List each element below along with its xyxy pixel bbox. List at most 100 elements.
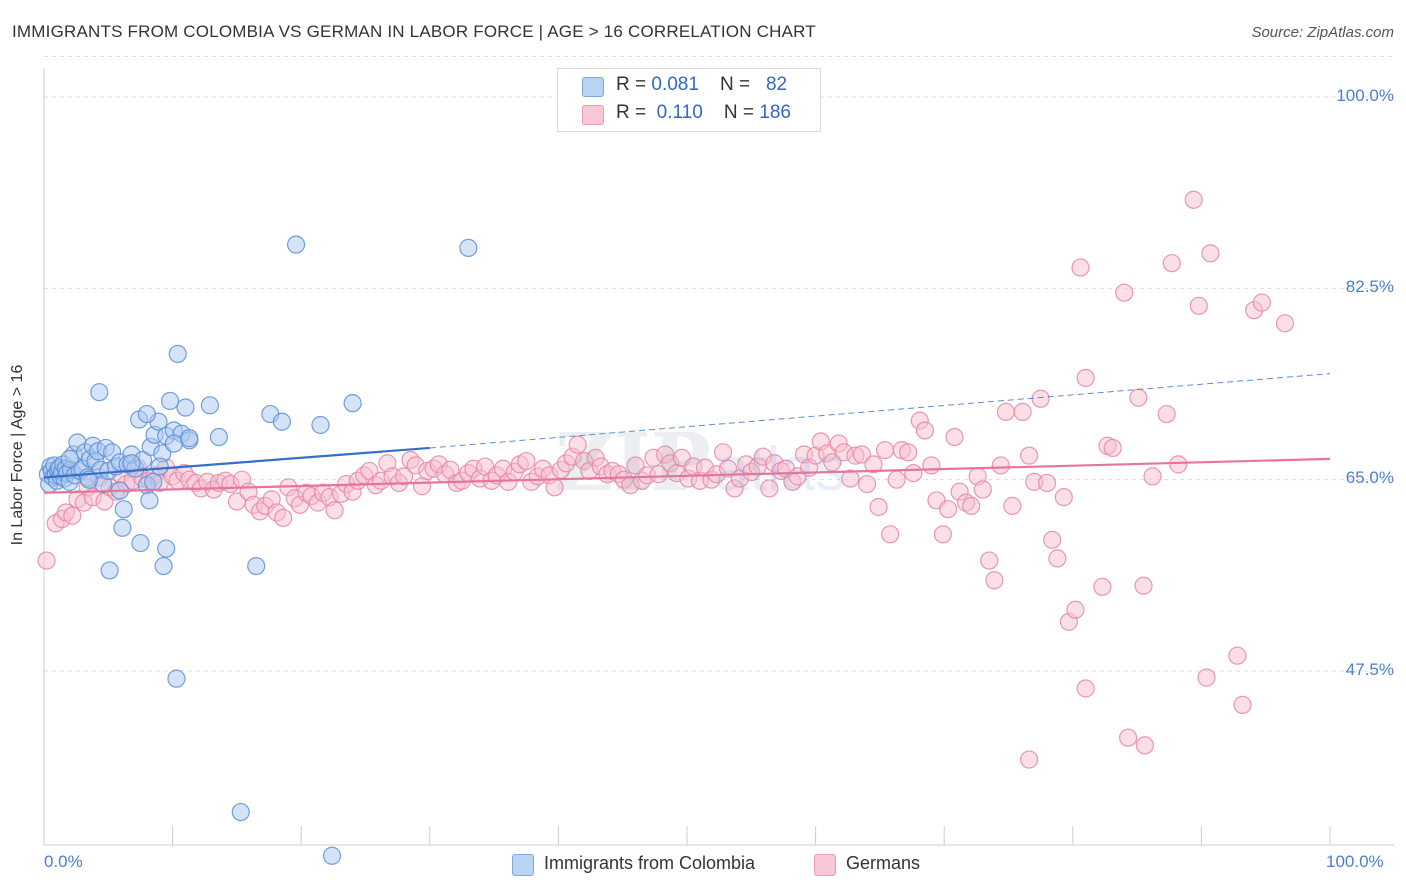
germans-point xyxy=(1093,577,1112,596)
gridlines xyxy=(44,56,1394,672)
germans-point xyxy=(1162,254,1181,273)
germans-point xyxy=(1013,402,1032,421)
germans-point xyxy=(760,479,779,498)
germans-point xyxy=(1275,314,1295,333)
germans-point xyxy=(568,435,587,454)
colombia-point xyxy=(131,533,150,553)
colombia-trend-line xyxy=(43,446,430,479)
germans-point xyxy=(945,427,964,447)
colombia-point xyxy=(100,561,119,580)
y-axis-label: In Labor Force | Age > 16 xyxy=(9,364,26,546)
germans-point xyxy=(938,500,958,519)
germans-point xyxy=(649,465,668,484)
germans-point xyxy=(1129,388,1148,407)
series-legend: Immigrants from Colombia Germans xyxy=(512,852,942,878)
colombia-point xyxy=(144,472,163,491)
germans-point xyxy=(1019,446,1039,465)
axes xyxy=(43,68,1394,846)
germans-point xyxy=(1054,488,1073,507)
watermark: ZIP atlas xyxy=(555,415,846,509)
germans-point xyxy=(933,525,953,544)
colombia-point xyxy=(322,846,342,865)
germans-point xyxy=(626,456,645,475)
germans-point xyxy=(1031,389,1050,408)
germans-point xyxy=(719,459,738,478)
germans-point xyxy=(1201,244,1220,263)
colombia-point xyxy=(459,238,478,257)
germans-point xyxy=(962,496,981,516)
germans-point xyxy=(841,469,860,488)
colombia-point xyxy=(311,415,330,435)
legend-swatch-pink xyxy=(814,854,836,876)
germans-point xyxy=(864,455,883,474)
colombia-point xyxy=(164,434,183,453)
germans-point xyxy=(1233,695,1252,714)
colombia-point xyxy=(150,457,169,476)
germans-point xyxy=(274,508,293,528)
colombia-point xyxy=(60,449,79,468)
germans-point xyxy=(1118,728,1138,747)
germans-point xyxy=(517,451,536,471)
y-tick-label: 65.0% xyxy=(1345,468,1394,487)
germans-point xyxy=(1003,496,1022,516)
germans-point xyxy=(1115,283,1134,302)
germans-point xyxy=(973,480,992,499)
y-tick-label: 82.5% xyxy=(1345,277,1394,296)
colombia-point xyxy=(113,518,132,537)
germans-point xyxy=(325,501,344,520)
germans-point xyxy=(1043,530,1062,549)
germans-point xyxy=(713,443,733,462)
y-tick-label: 47.5% xyxy=(1345,660,1394,679)
germans-point xyxy=(996,402,1016,421)
germans-point xyxy=(1066,600,1085,619)
germans-point xyxy=(1076,679,1095,698)
series-colombia xyxy=(38,235,478,865)
n-value: 186 xyxy=(759,102,791,123)
germans-point xyxy=(869,497,888,517)
legend-row-germans: R = 0.110 N = 186 xyxy=(558,101,820,127)
r-value: 0.110 xyxy=(656,102,703,123)
colombia-point xyxy=(114,500,133,519)
colombia-point xyxy=(168,344,187,364)
germans-point xyxy=(985,571,1004,590)
germans-point xyxy=(922,456,941,475)
germans-point xyxy=(904,464,923,483)
germans-point xyxy=(881,525,900,544)
colombia-point xyxy=(160,391,180,411)
colombia-point xyxy=(209,427,228,447)
source-note: Source: ZipAtlas.com xyxy=(1251,24,1394,41)
x-tick-label: 100.0% xyxy=(1326,852,1384,871)
germans-point xyxy=(915,421,935,440)
y-tick-label: 100.0% xyxy=(1336,86,1394,105)
germans-point xyxy=(412,477,432,496)
x-tick-label: 0.0% xyxy=(44,852,83,871)
germans-point xyxy=(37,551,56,570)
germans-point xyxy=(1037,473,1057,493)
germans-point xyxy=(394,467,414,486)
colombia-point xyxy=(272,412,292,431)
colombia-point xyxy=(137,404,156,424)
colombia-point xyxy=(122,454,141,473)
chart-title: IMMIGRANTS FROM COLOMBIA VS GERMAN IN LA… xyxy=(12,22,816,41)
germans-point xyxy=(1071,258,1090,277)
germans-point xyxy=(1134,576,1153,595)
germans-point xyxy=(980,551,999,570)
germans-point xyxy=(1252,293,1271,312)
legend-swatch-blue xyxy=(582,77,604,97)
germans-point xyxy=(875,441,895,460)
colombia-point xyxy=(140,491,159,510)
stats-legend: R = 0.081 N = 82 R = 0.110 N = 186 xyxy=(557,68,821,132)
colombia-point xyxy=(180,429,199,448)
colombia-point xyxy=(286,235,306,254)
germans-point xyxy=(887,470,906,489)
germans-point xyxy=(1135,736,1154,755)
r-value: 0.081 xyxy=(651,74,699,95)
colombia-point xyxy=(231,802,250,822)
legend-swatch-pink xyxy=(582,105,604,125)
colombia-point xyxy=(90,383,109,402)
svg-text:atlas: atlas xyxy=(715,435,846,504)
germans-point xyxy=(1157,404,1176,424)
colombia-point xyxy=(200,396,219,415)
colombia-point xyxy=(154,556,173,576)
